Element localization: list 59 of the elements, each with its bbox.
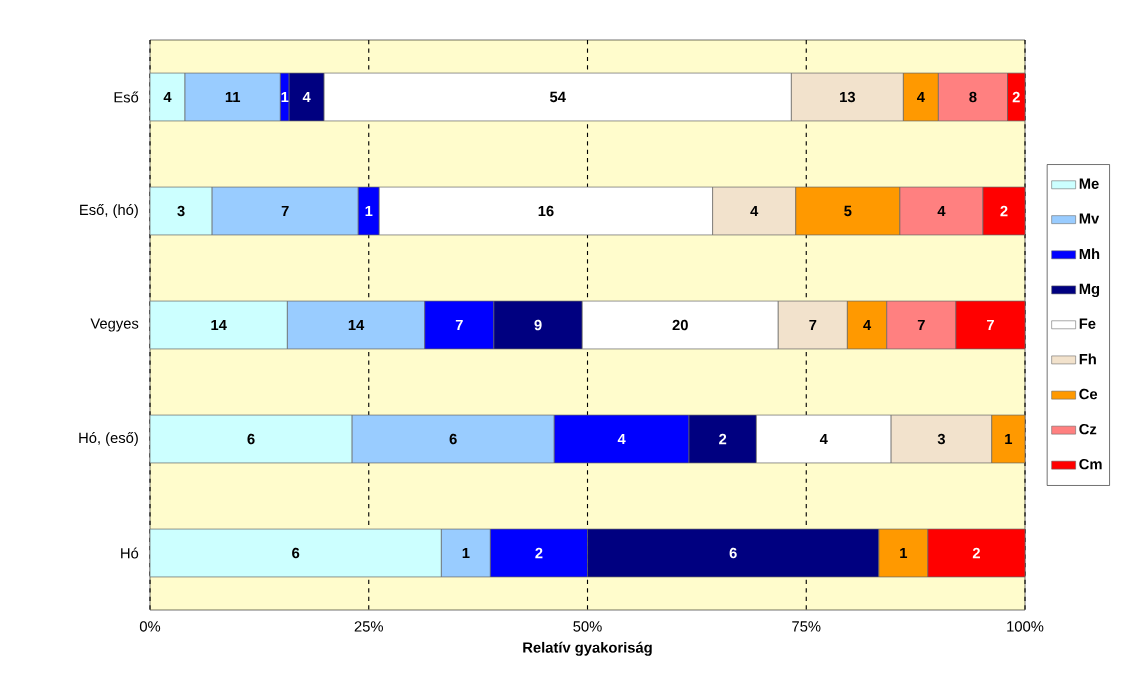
annotation: 16 — [538, 205, 554, 217]
annotation: 54 — [550, 91, 566, 103]
annotation: 4 — [163, 91, 172, 103]
legend-label: Mg — [1079, 283, 1100, 298]
annotation: 7 — [986, 319, 994, 331]
y-tick-label: Hó, (eső) — [79, 432, 138, 446]
legend-label: Cm — [1079, 458, 1102, 470]
annotation: 6 — [247, 433, 255, 445]
y-tick-label: Eső — [114, 91, 139, 103]
annotation: 3 — [937, 433, 946, 445]
y-tick-label: Hó — [121, 547, 139, 559]
annotation: 6 — [292, 547, 300, 559]
annotation: 2 — [719, 433, 727, 445]
annotation: 9 — [534, 319, 542, 331]
legend-label: Ce — [1079, 388, 1098, 400]
annotation: 4 — [302, 91, 311, 103]
annotation: 14 — [348, 319, 365, 331]
annotation: 4 — [617, 433, 626, 445]
annotation: 6 — [449, 433, 457, 445]
annotation: 2 — [1000, 205, 1008, 217]
y-tick-label: Eső, (hó) — [80, 204, 138, 218]
legend-label: Cz — [1079, 423, 1097, 435]
legend-label: Fe — [1079, 318, 1096, 329]
annotation: 2 — [972, 547, 980, 559]
legend-label: Me — [1079, 178, 1099, 189]
x-tick-label: 50% — [573, 621, 602, 632]
legend-label: Mv — [1079, 213, 1100, 224]
annotation: 1 — [1005, 433, 1013, 445]
x-tick-label: 25% — [354, 621, 383, 632]
annotation: 4 — [750, 205, 759, 217]
x-tick-label: 75% — [792, 621, 821, 632]
x-tick-label: 0% — [139, 621, 161, 632]
annotation: 1 — [281, 91, 289, 103]
legend-label: Mh — [1079, 248, 1100, 260]
annotation: 7 — [917, 319, 925, 331]
annotation: 7 — [809, 319, 817, 331]
annotation: 1 — [462, 547, 470, 559]
annotation: 5 — [844, 205, 852, 217]
annotation: 7 — [281, 205, 289, 217]
annotation: 6 — [729, 547, 737, 559]
annotation: 14 — [211, 319, 227, 331]
annotation: 8 — [969, 91, 977, 103]
annotation: 1 — [365, 205, 373, 217]
annotation: 3 — [177, 205, 185, 217]
annotation: 11 — [225, 91, 241, 103]
annotation: 4 — [863, 319, 872, 331]
annotation: 1 — [900, 547, 908, 559]
annotation: 4 — [917, 91, 925, 103]
annotation: 2 — [535, 547, 543, 559]
legend-label: Fh — [1079, 353, 1096, 365]
annotation: 13 — [840, 91, 856, 103]
annotation: 20 — [672, 319, 688, 331]
y-tick-label: Vegyes — [90, 318, 139, 332]
annotation: 4 — [937, 205, 946, 217]
annotation: 4 — [819, 433, 828, 445]
annotation: 7 — [455, 319, 463, 331]
annotation: 2 — [1012, 91, 1020, 103]
x-tick-label: 100% — [1007, 621, 1044, 632]
x-axis-title: Relatív gyakoriság — [523, 641, 652, 656]
